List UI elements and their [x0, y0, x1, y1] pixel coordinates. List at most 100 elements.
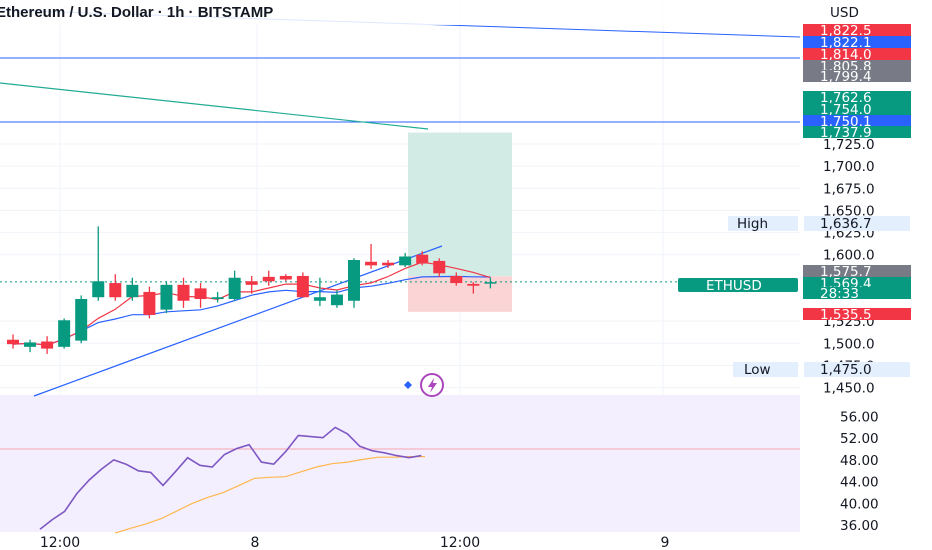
price-tag-11: 28:33	[820, 286, 859, 302]
high-label: High	[737, 216, 768, 232]
price-tick-label-1: 1,700.0	[823, 159, 875, 175]
symbol-tag[interactable]: ETHUSD	[678, 278, 798, 294]
candle-4	[75, 295, 88, 344]
candle-7	[126, 277, 139, 301]
price-tags: 1,822.51,822.11,814.01,805.81,799.41,762…	[803, 23, 911, 323]
candle-body-3	[58, 320, 71, 347]
rsi-tick-label-5: 36.00	[840, 518, 879, 534]
candle-20	[348, 258, 360, 308]
candle-27	[467, 282, 480, 294]
price-tick-label-7: 1,500.0	[823, 336, 875, 352]
candle-body-0	[7, 339, 19, 345]
price-tag-bg-5	[803, 91, 911, 103]
price-tick-label-0: 1,725.0	[823, 137, 875, 153]
price-tag-bg-10	[803, 277, 911, 289]
candle-19	[330, 290, 343, 308]
candle-3	[58, 318, 71, 349]
chart-title: Ethereum / U.S. Dollar · 1h · BITSTAMP	[0, 4, 273, 21]
candle-15	[262, 270, 275, 286]
moving-average-blue	[12, 275, 491, 346]
price-tick-label-9: 1,450.0	[823, 381, 875, 397]
price-tag-6: 1,754.0	[820, 102, 872, 118]
candle-13	[228, 270, 241, 301]
candle-10	[177, 277, 190, 308]
candle-body-4	[75, 298, 88, 341]
candle-body-11	[194, 288, 207, 299]
candle-24	[416, 251, 429, 266]
candle-26	[450, 272, 463, 286]
price-tag-2: 1,814.0	[820, 47, 872, 63]
low-label: Low	[744, 362, 771, 378]
high-marker: High 1,636.7	[728, 216, 910, 232]
price-tag-bg-3	[803, 60, 911, 72]
candle-body-7	[126, 284, 139, 298]
candle-17	[296, 272, 309, 298]
candle-18	[313, 277, 326, 307]
candle-body-15	[262, 276, 275, 282]
price-tag-12: 1,535.5	[820, 307, 872, 323]
teal-trend-line[interactable]	[0, 82, 429, 130]
candles[interactable]	[7, 226, 497, 354]
price-tag-bg-7	[803, 115, 911, 127]
price-tag-bg-6	[803, 103, 911, 115]
candle-body-24	[416, 254, 429, 264]
candle-6	[109, 274, 122, 301]
candle-body-25	[433, 260, 446, 274]
rsi-tick-label-0: 56.00	[840, 410, 879, 426]
price-tag-bg-12	[803, 308, 911, 320]
candle-body-6	[109, 283, 122, 298]
horizontal-lines[interactable]	[0, 57, 800, 123]
target-zone[interactable]	[408, 132, 512, 277]
candle-body-12	[211, 297, 224, 299]
rsi-tick-label-1: 52.00	[840, 431, 879, 447]
candle-23	[399, 252, 412, 268]
price-tick-label-3: 1,650.0	[823, 203, 875, 219]
price-tag-bg-1	[803, 36, 911, 48]
price-tick-label-5: 1,600.0	[823, 248, 875, 264]
price-tag-8: 1,737.9	[820, 125, 872, 141]
candle-body-2	[41, 341, 54, 349]
price-tick-label-2: 1,675.0	[823, 181, 875, 197]
price-tag-0: 1,822.5	[820, 23, 872, 39]
candle-body-17	[296, 275, 309, 298]
candle-body-18	[313, 297, 326, 301]
price-tag-bg-0	[803, 24, 911, 36]
candle-body-10	[177, 284, 190, 301]
candle-12	[211, 291, 224, 303]
candle-28	[484, 277, 497, 289]
price-tag-4: 1,799.4	[820, 69, 872, 85]
time-tick-label-0: 12:00	[40, 535, 80, 550]
price-tag-9: 1,575.7	[820, 264, 872, 280]
candle-11	[194, 283, 207, 308]
price-tag-bg-4	[803, 70, 911, 82]
candle-body-14	[245, 281, 258, 285]
candle-8	[143, 286, 156, 319]
candle-body-16	[279, 275, 292, 280]
price-axis-ticks: 1,725.01,700.01,675.01,650.01,625.01,600…	[823, 137, 875, 397]
candle-9	[160, 281, 173, 314]
price-tag-bg-11	[803, 287, 911, 299]
candle-body-1	[24, 342, 37, 347]
candle-body-9	[160, 284, 173, 310]
candle-25	[433, 258, 446, 277]
candle-body-21	[365, 261, 378, 266]
low-value: 1,475.0	[820, 362, 872, 378]
candle-21	[365, 244, 378, 269]
title-background	[0, 0, 800, 25]
candle-body-20	[348, 260, 360, 301]
symbol-tag-text: ETHUSD	[706, 278, 762, 294]
candle-14	[245, 275, 258, 294]
candle-1	[24, 339, 37, 353]
time-tick-label-3: 9	[661, 535, 670, 550]
price-tag-bg-8	[803, 126, 911, 138]
candle-body-22	[382, 262, 395, 266]
rsi-moving-average-line	[114, 456, 425, 534]
low-marker: Low 1,475.0	[733, 362, 910, 378]
price-tag-bg-9	[803, 265, 911, 277]
lightning-icon[interactable]	[404, 373, 444, 397]
ascending-trend-line[interactable]	[33, 245, 443, 397]
time-axis-ticks: 12:00 8 12:00 9	[40, 535, 670, 550]
candle-16	[279, 274, 292, 282]
high-value: 1,636.7	[820, 216, 872, 232]
